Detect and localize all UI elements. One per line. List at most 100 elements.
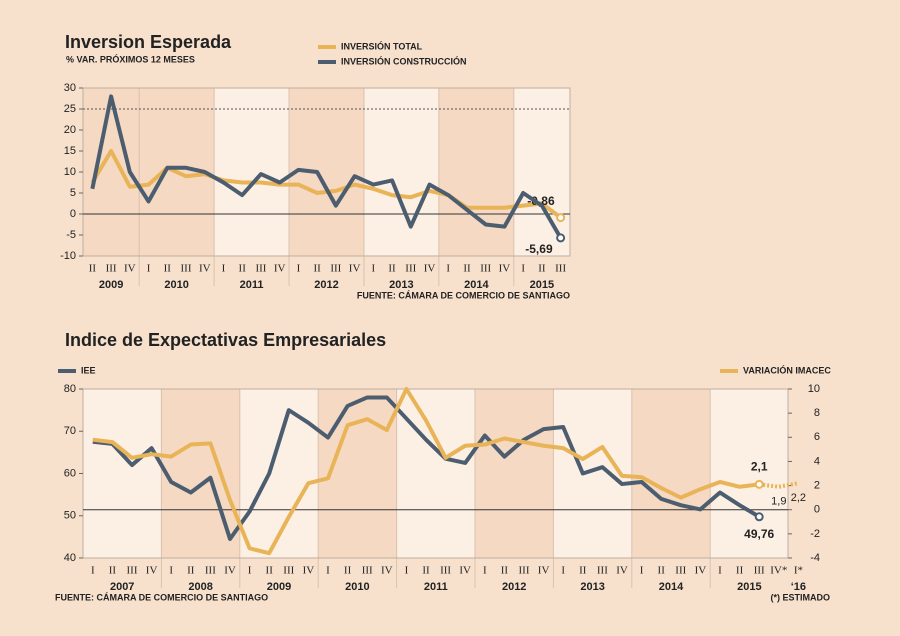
year-label: 2007 [110, 581, 134, 593]
x-tick-label: III [754, 565, 765, 577]
x-tick-label: III [597, 565, 608, 577]
x-tick-label: II [266, 565, 274, 577]
y2-tick-label: -4 [810, 552, 820, 564]
series-line [92, 387, 760, 556]
year-label: ‘16 [791, 581, 806, 593]
year-band [214, 88, 290, 256]
x-tick-label: II [538, 263, 546, 275]
y-tick-label: 70 [64, 425, 76, 437]
chart-subtitle: % VAR. PRÓXIMOS 12 MESES [66, 53, 195, 64]
value-label: 1,9 [771, 496, 786, 508]
y2-tick-label: 6 [814, 431, 820, 443]
legend-label: INVERSIÓN TOTAL [341, 40, 423, 51]
x-tick-label: II [579, 565, 587, 577]
x-tick-label: III [519, 565, 530, 577]
y2-tick-label: -2 [810, 528, 820, 540]
x-tick-label: III [106, 263, 117, 275]
point-marker [754, 479, 764, 489]
x-tick-label: III [440, 565, 451, 577]
note: (*) ESTIMADO [771, 592, 831, 602]
y2-tick-label: 10 [808, 383, 820, 395]
x-tick-label: I [297, 263, 301, 275]
x-tick-label: I [222, 263, 226, 275]
x-tick-label: III [205, 565, 216, 577]
y-tick-label: 10 [64, 166, 76, 178]
y-tick-label: 20 [64, 124, 76, 136]
x-tick-label: I [326, 565, 330, 577]
legend-label: INVERSIÓN CONSTRUCCIÓN [341, 55, 467, 66]
series-line [90, 94, 563, 239]
source: FUENTE: CÁMARA DE COMERCIO DE SANTIAGO [357, 290, 570, 300]
chart-title: Indice de Expectativas Empresariales [65, 330, 386, 350]
x-tick-label: IV [538, 565, 550, 577]
x-tick-label: II [501, 565, 509, 577]
x-tick-label: II [109, 565, 117, 577]
y-tick-label: 5 [70, 187, 76, 199]
x-tick-label: III [675, 565, 686, 577]
x-tick-label: II [239, 263, 247, 275]
point-marker [754, 512, 764, 522]
year-label: 2010 [345, 581, 369, 593]
year-band [631, 389, 711, 558]
x-tick-label: IV [424, 263, 436, 275]
source: FUENTE: CÁMARA DE COMERCIO DE SANTIAGO [55, 592, 268, 602]
legend-label: IEE [81, 365, 96, 375]
year-label: 2015 [737, 581, 761, 593]
x-tick-label: IV [695, 565, 707, 577]
year-label: 2014 [464, 279, 489, 291]
x-tick-label: II [164, 263, 172, 275]
y2-tick-label: 8 [814, 407, 820, 419]
value-label: 49,76 [744, 527, 774, 541]
x-tick-label: II [187, 565, 195, 577]
x-tick-label: II [344, 565, 352, 577]
x-tick-label: III [555, 263, 566, 275]
x-tick-label: I [718, 565, 722, 577]
x-tick-label: I [521, 263, 525, 275]
y-tick-label: 60 [64, 467, 76, 479]
year-label: 2011 [424, 581, 448, 593]
series-line [92, 395, 761, 541]
year-label: 2011 [240, 279, 264, 291]
x-tick-label: I [405, 565, 409, 577]
y2-tick-label: 4 [814, 455, 820, 467]
value-label: -5,69 [525, 242, 553, 256]
x-tick-label: III [283, 565, 294, 577]
year-band [363, 88, 439, 256]
y-tick-label: 40 [64, 552, 76, 564]
x-tick-label: II [388, 263, 396, 275]
x-tick-label: I [640, 565, 644, 577]
x-tick-label: IV [499, 263, 511, 275]
value-label: -0,86 [527, 194, 555, 208]
y-tick-label: 80 [64, 383, 76, 395]
y2-tick-label: 0 [814, 504, 820, 516]
x-tick-label: IV [616, 565, 628, 577]
x-tick-label: III [255, 263, 266, 275]
x-tick-label: II [313, 263, 321, 275]
x-tick-label: II [89, 263, 97, 275]
x-tick-label: III [362, 565, 373, 577]
year-label: 2010 [164, 279, 188, 291]
x-tick-label: IV [124, 263, 136, 275]
x-tick-label: II [422, 565, 430, 577]
y-tick-label: -5 [66, 229, 76, 241]
x-tick-label: II [736, 565, 744, 577]
year-label: 2013 [389, 279, 413, 291]
x-tick-label: I [248, 565, 252, 577]
x-tick-label: IV [303, 565, 315, 577]
x-tick-label: I [483, 565, 487, 577]
y-tick-label: 30 [64, 82, 76, 94]
chart-title: Inversion Esperada [65, 32, 232, 52]
estimate-line [758, 481, 799, 489]
x-tick-label: I [169, 565, 173, 577]
y-tick-label: 15 [64, 145, 76, 157]
x-tick-label: IV [224, 565, 236, 577]
year-band [83, 389, 162, 558]
x-tick-label: III [330, 263, 341, 275]
x-tick-label: IV [146, 565, 158, 577]
x-tick-label: IV [199, 263, 211, 275]
y-tick-label: 25 [64, 103, 76, 115]
point-marker [556, 213, 566, 223]
x-tick-label: II [658, 565, 666, 577]
point-marker [556, 233, 566, 243]
